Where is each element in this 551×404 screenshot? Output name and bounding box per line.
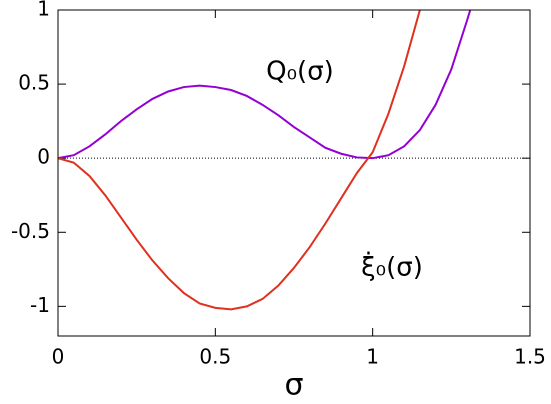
- y-tick-label: 0: [37, 145, 50, 169]
- y-tick-label: -1: [30, 293, 50, 317]
- series-label: Q₀(σ): [266, 57, 334, 87]
- y-tick-label: 0.5: [18, 71, 50, 95]
- x-tick-label: 1.5: [514, 345, 546, 369]
- series-label: ξ̇₀(σ): [361, 250, 423, 283]
- x-tick-label: 0: [52, 345, 65, 369]
- x-axis-label: σ: [284, 368, 303, 403]
- x-tick-label: 0.5: [199, 345, 231, 369]
- y-tick-label: -0.5: [11, 219, 50, 243]
- plot-frame: [57, 9, 531, 337]
- x-tick-label: 1: [366, 345, 379, 369]
- series-line: [58, 10, 472, 160]
- series-line: [58, 10, 421, 311]
- y-tick-label: 1: [37, 0, 50, 21]
